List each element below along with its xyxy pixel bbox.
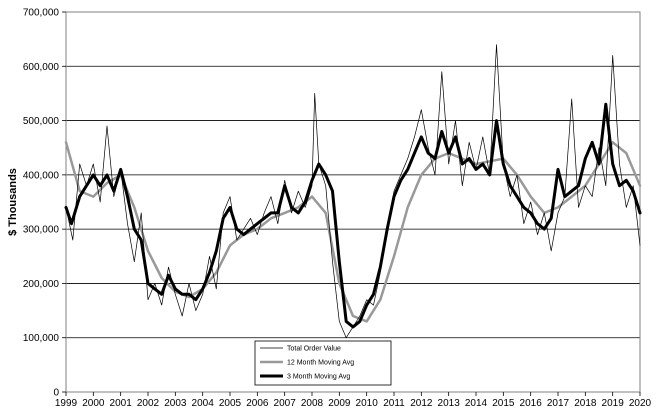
- x-tick-label-14: 2013: [438, 398, 461, 409]
- x-tick-label-4: 2003: [164, 398, 187, 409]
- x-axis-ticks: 1999 2000 2001 2002 2003 2004 2005 2006 2007 2008…: [55, 392, 652, 409]
- x-tick-label-9: 2008: [301, 398, 324, 409]
- series-line-1: [64, 141, 642, 323]
- y-axis-label: $ Thousands: [7, 168, 19, 236]
- x-tick-label-10: 2009: [328, 398, 351, 409]
- series-layer: [64, 44, 642, 339]
- x-tick-label-15: 2014: [465, 398, 488, 409]
- x-tick-label-21: 2020: [629, 398, 652, 409]
- x-tick-label-2: 2001: [110, 398, 133, 409]
- x-tick-label-12: 2011: [383, 398, 405, 409]
- y-tick-label-0: 0: [53, 388, 59, 399]
- x-tick-label-5: 2004: [192, 398, 215, 409]
- legend-items: Total Order Value 12 Month Moving Avg 3 Mo…: [260, 346, 354, 381]
- x-tick-label-20: 2019: [602, 398, 625, 409]
- series-line-0: [65, 44, 641, 339]
- x-tick-label-3: 2002: [137, 398, 160, 409]
- x-tick-label-11: 2010: [356, 398, 379, 409]
- y-tick-label-5: 500,000: [23, 116, 60, 127]
- legend-label-0: Total Order Value: [287, 346, 341, 353]
- y-tick-label-7: 700,000: [23, 8, 60, 19]
- y-axis-ticks: 0 100,000 200,000 300,000 400,000 500,000 600,…: [23, 8, 66, 399]
- x-tick-label-19: 2018: [574, 398, 597, 409]
- legend-label-2: 3 Month Moving Avg: [287, 374, 350, 381]
- y-tick-label-3: 300,000: [23, 225, 60, 236]
- legend-label-1: 12 Month Moving Avg: [287, 360, 354, 367]
- y-tick-label-4: 400,000: [23, 170, 60, 181]
- x-tick-label-1: 2000: [82, 398, 105, 409]
- x-tick-label-8: 2007: [274, 398, 297, 409]
- x-tick-label-16: 2015: [492, 398, 515, 409]
- x-tick-label-18: 2017: [547, 398, 570, 409]
- y-tick-label-1: 100,000: [23, 333, 60, 344]
- x-tick-label-13: 2012: [410, 398, 433, 409]
- x-tick-label-6: 2005: [219, 398, 242, 409]
- y-tick-label-6: 600,000: [23, 62, 60, 73]
- x-tick-label-17: 2016: [520, 398, 543, 409]
- series-line-2: [64, 102, 642, 329]
- x-tick-label-7: 2006: [246, 398, 269, 409]
- plot-area: [65, 11, 641, 393]
- y-tick-label-2: 200,000: [23, 279, 60, 290]
- legend: Total Order Value 12 Month Moving Avg 3 Mo…: [254, 340, 392, 386]
- x-tick-label-0: 1999: [55, 398, 78, 409]
